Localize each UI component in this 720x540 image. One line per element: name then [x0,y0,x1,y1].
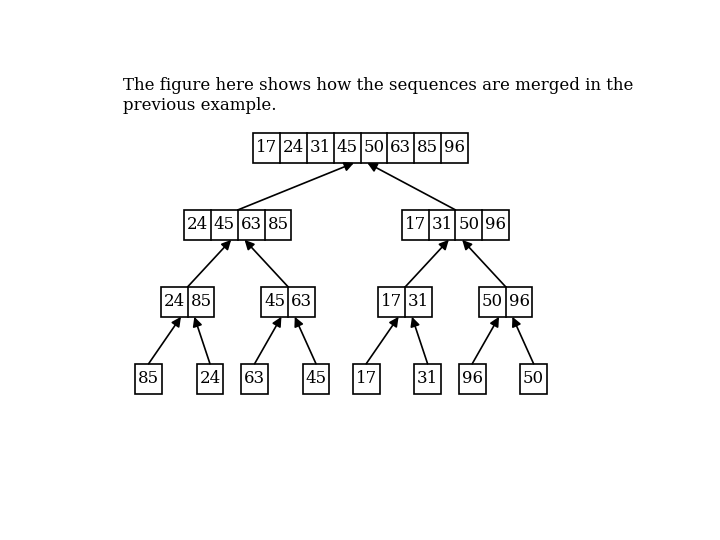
Text: 63: 63 [244,370,265,387]
Bar [241,364,268,394]
Text: 24: 24 [283,139,305,157]
Text: 50: 50 [482,293,503,310]
Text: 31: 31 [431,217,453,233]
Text: 63: 63 [291,293,312,310]
Text: 31: 31 [417,370,438,387]
Text: 50: 50 [364,139,384,157]
Text: 63: 63 [240,217,262,233]
Bar [261,287,315,317]
Text: 45: 45 [264,293,285,310]
Text: 85: 85 [191,293,212,310]
Bar [414,364,441,394]
Text: 31: 31 [408,293,429,310]
Bar [479,287,533,317]
Text: 31: 31 [310,139,331,157]
Bar [521,364,547,394]
Text: 96: 96 [462,370,482,387]
Bar [353,364,379,394]
Text: 17: 17 [382,293,402,310]
Text: 24: 24 [199,370,220,387]
Text: 85: 85 [268,217,289,233]
Bar [253,133,468,163]
Bar [302,364,329,394]
Bar [197,364,223,394]
Text: 17: 17 [256,139,277,157]
Text: 96: 96 [508,293,530,310]
Text: 85: 85 [417,139,438,157]
Text: 50: 50 [459,217,480,233]
Bar [135,364,162,394]
Text: 45: 45 [337,139,358,157]
Text: 85: 85 [138,370,159,387]
Bar [402,210,509,240]
Text: 24: 24 [163,293,185,310]
Text: 96: 96 [485,217,506,233]
Bar [161,287,215,317]
Text: 17: 17 [356,370,377,387]
Text: 96: 96 [444,139,465,157]
Text: 45: 45 [305,370,327,387]
Text: 24: 24 [187,217,208,233]
Bar [379,287,432,317]
Text: 50: 50 [523,370,544,387]
Text: 45: 45 [214,217,235,233]
Text: 63: 63 [390,139,411,157]
Bar [459,364,485,394]
Text: The figure here shows how the sequences are merged in the
previous example.: The figure here shows how the sequences … [124,77,634,114]
Text: 17: 17 [405,217,426,233]
Bar [184,210,292,240]
